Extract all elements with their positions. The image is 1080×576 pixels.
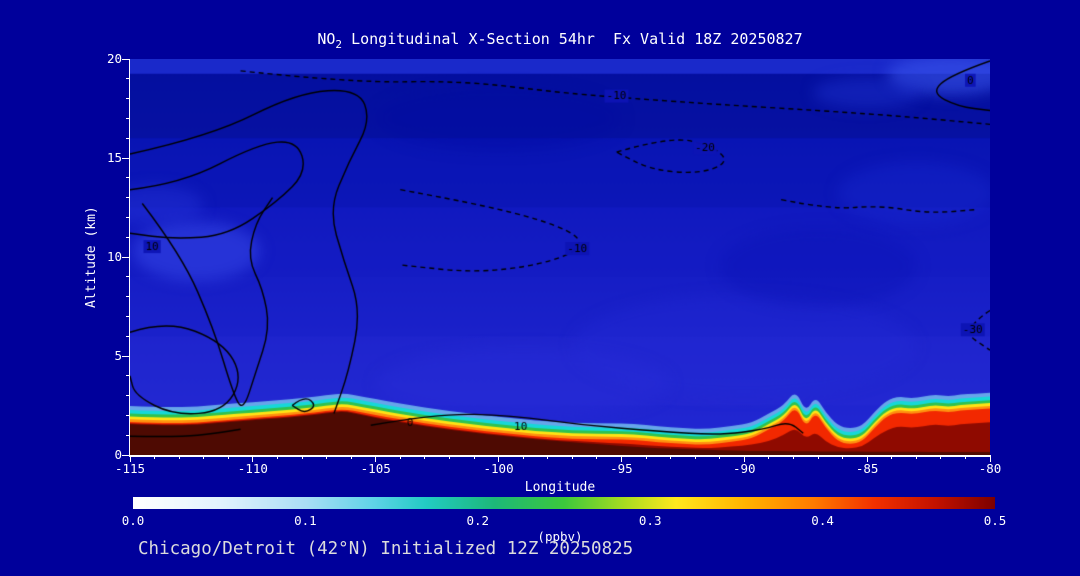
x-minor-tick — [571, 455, 573, 459]
x-major-tick — [129, 455, 131, 462]
y-tick-label: 20 — [106, 51, 122, 66]
x-major-tick — [498, 455, 500, 462]
colorbar-tick-label: 0.3 — [638, 513, 662, 528]
x-tick-label: -110 — [237, 461, 268, 476]
x-minor-tick — [596, 455, 598, 459]
y-minor-tick — [126, 434, 130, 436]
x-tick-label: -90 — [732, 461, 756, 476]
x-minor-tick — [547, 455, 549, 459]
y-axis-line — [128, 59, 130, 456]
y-major-tick — [122, 355, 130, 357]
colorbar-tick-label: 0.0 — [121, 513, 145, 528]
x-major-tick — [989, 455, 991, 462]
x-minor-tick — [276, 455, 278, 459]
x-minor-tick — [940, 455, 942, 459]
y-major-tick — [122, 256, 130, 258]
colorbar-tick-label: 0.1 — [294, 513, 317, 528]
x-minor-tick — [473, 455, 475, 459]
x-major-tick — [743, 455, 745, 462]
colorbar — [133, 497, 995, 509]
x-tick-label: -80 — [978, 461, 1002, 476]
x-tick-label: -115 — [114, 461, 146, 476]
y-minor-tick — [126, 315, 130, 317]
x-tick-label: -100 — [483, 461, 514, 476]
footer-caption: Chicago/Detroit (42°N) Initialized 12Z 2… — [138, 539, 634, 559]
x-minor-tick — [301, 455, 303, 459]
chart-title-rest: Longitudinal X-Section 54hr Fx Valid 18Z… — [342, 30, 803, 48]
xsection-plot-canvas — [130, 59, 990, 455]
y-minor-tick — [126, 236, 130, 238]
y-minor-tick — [126, 216, 130, 218]
x-minor-tick — [326, 455, 328, 459]
y-major-tick — [122, 157, 130, 159]
y-minor-tick — [126, 197, 130, 199]
y-minor-tick — [126, 98, 130, 100]
colorbar-tick-label: 0.5 — [983, 513, 1007, 528]
y-minor-tick — [126, 296, 130, 298]
chart-title-base: NO — [317, 30, 336, 48]
x-minor-tick — [915, 455, 917, 459]
x-minor-tick — [719, 455, 721, 459]
x-minor-tick — [768, 455, 770, 459]
y-tick-label: 15 — [106, 150, 122, 165]
x-major-tick — [252, 455, 254, 462]
x-tick-label: -95 — [610, 461, 633, 476]
y-tick-label: 5 — [114, 348, 122, 363]
x-minor-tick — [670, 455, 672, 459]
x-minor-tick — [350, 455, 352, 459]
colorbar-tick-label: 0.4 — [811, 513, 834, 528]
x-minor-tick — [399, 455, 401, 459]
x-minor-tick — [842, 455, 844, 459]
x-minor-tick — [817, 455, 819, 459]
y-tick-label: 10 — [106, 249, 122, 264]
colorbar-units-label: (ppbv) — [537, 529, 583, 544]
y-minor-tick — [126, 414, 130, 416]
x-minor-tick — [154, 455, 156, 459]
x-minor-tick — [645, 455, 647, 459]
y-tick-label: 0 — [114, 447, 122, 462]
y-minor-tick — [126, 395, 130, 397]
y-minor-tick — [126, 375, 130, 377]
x-minor-tick — [964, 455, 966, 459]
x-tick-label: -85 — [855, 461, 879, 476]
y-minor-tick — [126, 78, 130, 80]
x-major-tick — [866, 455, 868, 462]
y-minor-tick — [126, 276, 130, 278]
colorbar-tick-label: 0.2 — [466, 513, 490, 528]
x-major-tick — [375, 455, 377, 462]
x-axis-line — [128, 455, 991, 457]
x-minor-tick — [227, 455, 229, 459]
y-minor-tick — [126, 177, 130, 179]
y-major-tick — [122, 58, 130, 60]
x-minor-tick — [522, 455, 524, 459]
y-major-tick — [122, 454, 130, 456]
x-major-tick — [620, 455, 622, 462]
chart-title: NO2 Longitudinal X-Section 54hr Fx Valid… — [130, 30, 990, 51]
x-axis-label: Longitude — [524, 480, 596, 495]
y-minor-tick — [126, 335, 130, 337]
x-minor-tick — [694, 455, 696, 459]
y-minor-tick — [126, 137, 130, 139]
x-minor-tick — [424, 455, 426, 459]
x-tick-label: -105 — [360, 461, 391, 476]
x-minor-tick — [178, 455, 180, 459]
x-minor-tick — [203, 455, 205, 459]
y-minor-tick — [126, 117, 130, 119]
chart-title-subscript: 2 — [335, 38, 343, 51]
x-minor-tick — [792, 455, 794, 459]
x-minor-tick — [448, 455, 450, 459]
x-minor-tick — [891, 455, 893, 459]
